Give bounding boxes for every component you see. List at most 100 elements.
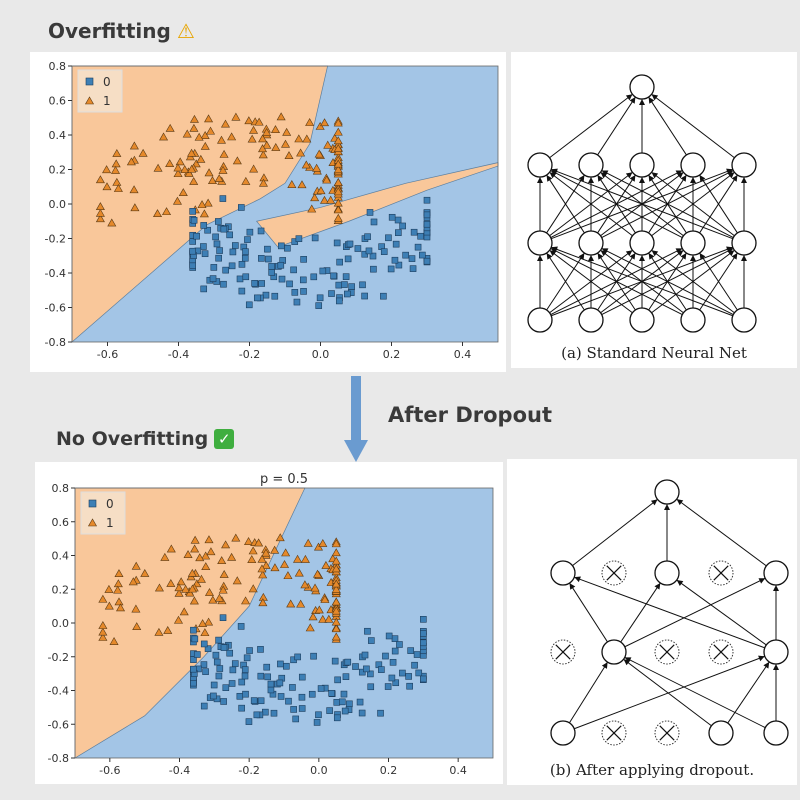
connection — [601, 247, 734, 316]
neuron-node — [680, 307, 706, 333]
neuron-node — [601, 639, 627, 665]
class1-point — [126, 157, 136, 166]
legend-label-0: 0 — [103, 75, 111, 89]
class0-point — [408, 255, 416, 262]
class0-point — [238, 287, 246, 295]
connection — [551, 246, 733, 317]
connection-arrow — [537, 255, 543, 261]
class1-point — [114, 597, 124, 606]
connection-arrow — [731, 253, 738, 260]
class0-point — [231, 660, 239, 667]
class1-point — [333, 205, 343, 214]
class0-point — [267, 686, 275, 694]
class1-point — [331, 539, 341, 548]
connection-arrow — [676, 499, 684, 506]
class1-point — [196, 574, 206, 583]
class0-point — [236, 275, 244, 283]
class0-point — [212, 233, 219, 241]
neuron-node — [527, 152, 553, 178]
class1-point — [98, 632, 108, 641]
connection — [572, 498, 658, 567]
class1-point — [204, 587, 214, 596]
class0-point — [361, 250, 369, 258]
class0-point — [335, 281, 343, 289]
class1-point — [159, 132, 169, 141]
class1-point — [176, 577, 186, 586]
legend-label-1: 1 — [103, 94, 111, 108]
legend-marker-0 — [85, 77, 94, 86]
class0-point — [300, 288, 307, 295]
y-tick-label: 0.4 — [49, 129, 67, 142]
connection-arrow — [601, 662, 608, 669]
class0-point — [216, 665, 224, 672]
class1-point — [204, 617, 214, 626]
neuron-node — [629, 230, 655, 256]
connection-arrow — [676, 580, 684, 586]
class0-point — [245, 301, 253, 309]
class0-point — [213, 658, 221, 666]
class0-point — [367, 670, 374, 678]
class0-point — [352, 663, 359, 670]
class1-point — [112, 177, 122, 186]
connection-arrow — [726, 170, 734, 176]
class0-point — [215, 672, 223, 680]
class1-point — [281, 548, 291, 557]
class1-point — [162, 207, 172, 216]
class1-point — [174, 583, 184, 592]
x-tick-label: -0.6 — [99, 764, 120, 777]
class0-point — [361, 651, 369, 659]
class0-point — [359, 281, 366, 289]
class1-point — [129, 141, 139, 150]
connection-arrow — [578, 175, 585, 182]
class1-point — [153, 163, 163, 172]
class0-point — [298, 693, 306, 701]
neuron-node — [550, 560, 576, 586]
overfitting-scatter-plot: -0.6 -0.4 -0.2 0.0 0.2 0.4 0.8 0.6 0.4 0.2 0.0 -0.2… — [30, 52, 506, 372]
connection-arrow — [588, 255, 594, 261]
class0-point — [405, 673, 412, 680]
class0-point — [331, 657, 339, 665]
class1-point — [296, 599, 306, 608]
connection-arrow — [601, 170, 609, 176]
dropout-plot-svg: -0.6 -0.4 -0.2 0.0 0.2 0.4 0.8 0.6 0.4 0.2 0.0 -0.2… — [48, 472, 494, 777]
class1-point — [244, 116, 254, 125]
y-tick-label: 0.8 — [52, 482, 70, 495]
class1-point — [194, 132, 204, 141]
neuron-node — [629, 74, 655, 100]
class1-point — [187, 584, 197, 593]
class0-point — [238, 704, 245, 712]
class1-point — [261, 560, 271, 569]
neuron-node — [578, 230, 604, 256]
class1-point — [200, 628, 210, 637]
class1-point — [173, 163, 183, 172]
class0-point — [299, 276, 307, 284]
y-tick-label: 0.6 — [49, 95, 67, 108]
class1-point — [204, 535, 214, 544]
class1-point — [95, 214, 105, 223]
connection-arrow — [574, 576, 581, 583]
y-tick-label: 0.0 — [52, 617, 70, 630]
class1-point — [248, 546, 258, 555]
connection-arrow — [699, 253, 706, 260]
class1-point — [307, 204, 317, 213]
class1-point — [113, 585, 123, 594]
class0-point — [342, 273, 350, 280]
neuron-node — [731, 152, 757, 178]
class0-point — [271, 292, 279, 300]
class1-point — [200, 141, 210, 150]
class1-point — [195, 553, 205, 562]
neuron-node — [629, 307, 655, 333]
class1-point — [197, 200, 207, 209]
class0-point — [246, 647, 253, 654]
connection — [624, 577, 766, 648]
dropped-node-cross — [555, 644, 571, 660]
dropout-net-caption: (b) After applying dropout. — [550, 761, 754, 779]
class1-point — [249, 164, 259, 173]
class0-point — [385, 234, 392, 242]
class1-point — [333, 144, 343, 153]
class0-point — [377, 709, 384, 717]
class1-point — [180, 165, 190, 173]
class0-point — [276, 679, 284, 687]
neuron-node — [708, 720, 734, 746]
class1-point — [189, 596, 199, 605]
